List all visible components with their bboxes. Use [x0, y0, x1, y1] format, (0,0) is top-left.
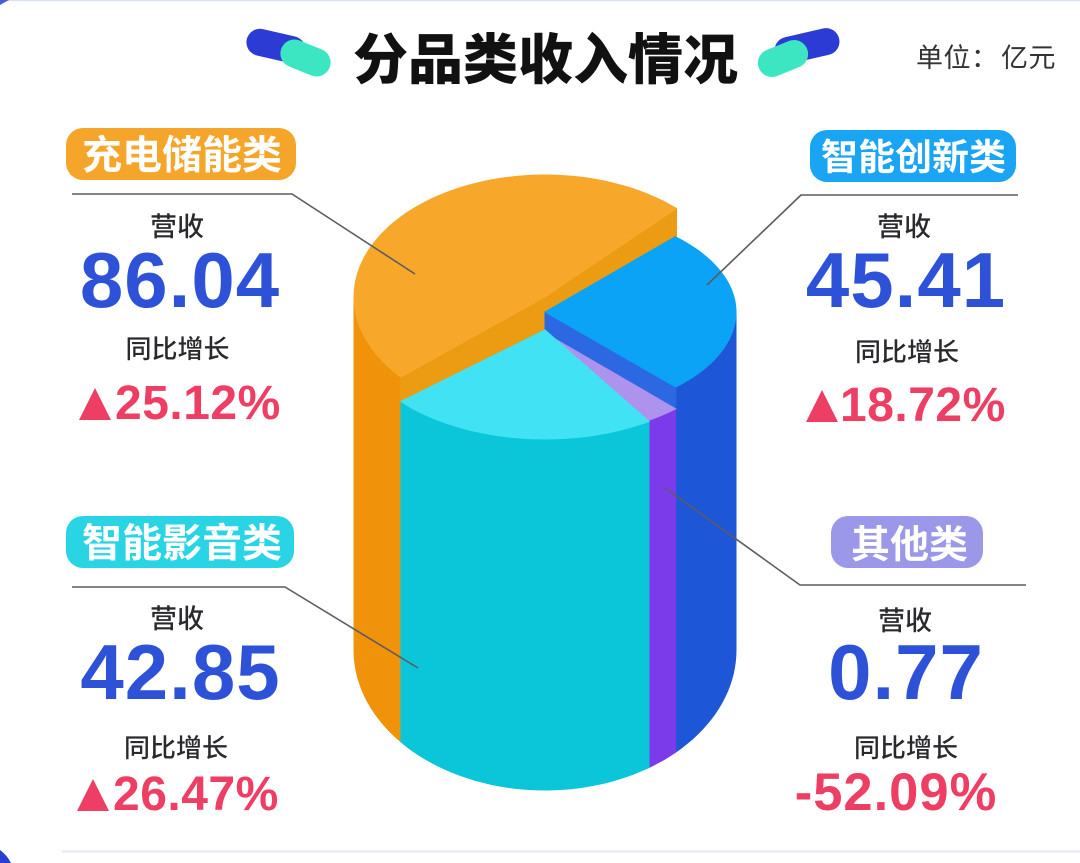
svg-text:0.77: 0.77 [828, 628, 984, 716]
svg-text:18.72%: 18.72% [840, 379, 1006, 432]
svg-text:25.12%: 25.12% [115, 377, 281, 430]
svg-text:42.85: 42.85 [80, 628, 280, 716]
svg-text:-52.09%: -52.09% [795, 763, 998, 822]
svg-text:26.47%: 26.47% [113, 768, 279, 821]
svg-text:86.04: 86.04 [80, 236, 280, 324]
svg-text:45.41: 45.41 [806, 236, 1006, 324]
